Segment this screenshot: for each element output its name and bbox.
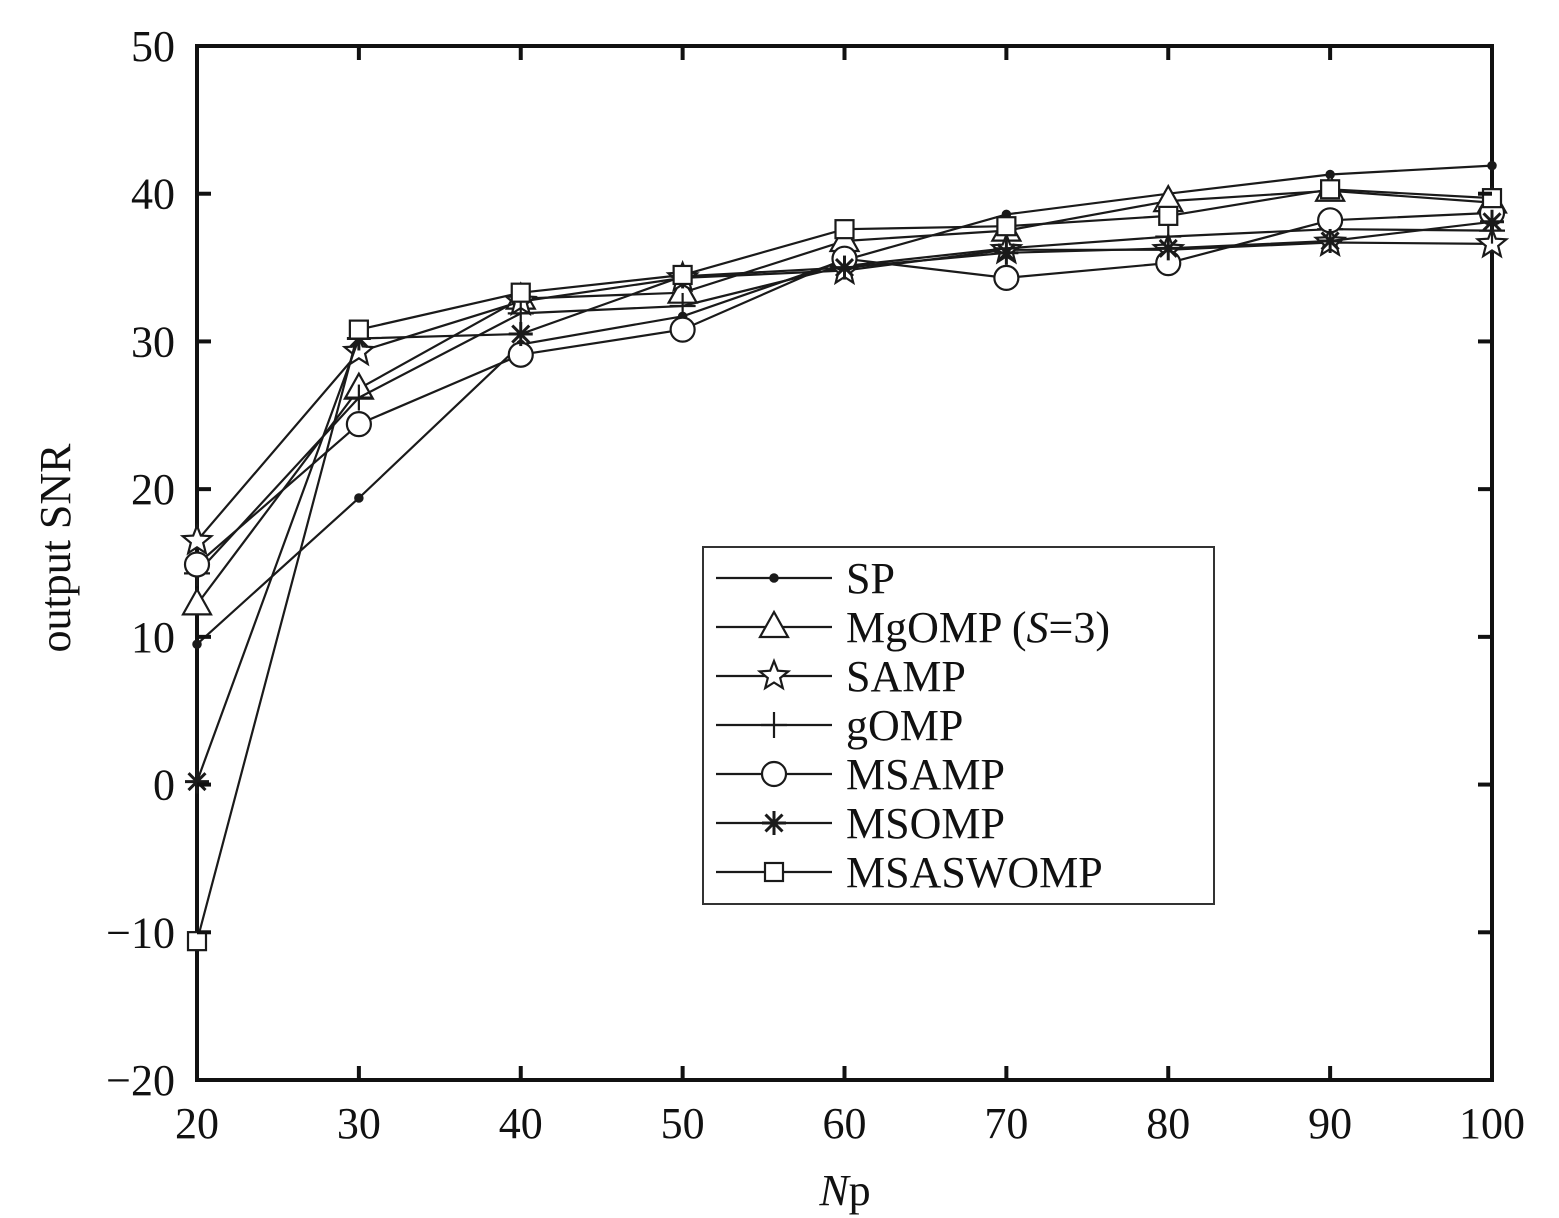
- data-point-gomp: [669, 292, 696, 319]
- x-tick-label: 70: [984, 1099, 1028, 1148]
- legend-entry-msomp: MSOMP: [716, 799, 1005, 848]
- legend-entry-msamp: MSAMP: [716, 750, 1005, 799]
- x-tick-label: 30: [337, 1099, 381, 1148]
- y-axis-label: output SNR: [31, 443, 80, 653]
- data-point-msamp: [507, 341, 534, 368]
- y-tick-label: 50: [131, 22, 175, 71]
- x-tick-label: 100: [1459, 1099, 1525, 1148]
- legend-label: gOMP: [846, 701, 963, 750]
- legend-marker: [760, 760, 788, 788]
- ticks-layer: −20 −10 0 10 20 30 40 50 20 30 40 50 60 70 80 90 100: [106, 22, 1525, 1148]
- data-point-sp: [192, 639, 202, 649]
- data-point-msomp: [1318, 228, 1343, 253]
- legend-label: MSOMP: [846, 799, 1005, 848]
- data-point-msaswomp: [186, 931, 208, 952]
- x-axis-label: Np: [818, 1166, 870, 1215]
- data-point-msaswomp: [1158, 205, 1179, 226]
- x-tick-label: 20: [175, 1099, 219, 1148]
- data-point-samp: [179, 522, 215, 556]
- y-tick-label: 0: [153, 761, 175, 810]
- data-point-msaswomp: [1320, 179, 1341, 200]
- legend-label: MSAMP: [846, 750, 1005, 799]
- legend-label: MgOMP (S=3): [846, 603, 1110, 652]
- data-point-msomp: [508, 322, 533, 347]
- y-tick-label: −10: [106, 908, 175, 957]
- data-point-msomp: [832, 255, 857, 280]
- data-point-msamp: [1317, 207, 1344, 234]
- data-point-msamp: [345, 411, 372, 438]
- data-point-msomp: [1156, 236, 1181, 261]
- data-point-sp: [1487, 160, 1497, 171]
- series-layer: [179, 160, 1510, 952]
- y-tick-label: 10: [131, 613, 175, 662]
- series-line-gomp: [196, 228, 1493, 575]
- series-line-samp: [196, 241, 1493, 542]
- x-tick-label: 60: [823, 1099, 867, 1148]
- data-point-msaswomp: [996, 216, 1017, 237]
- data-point-msamp: [669, 316, 696, 343]
- data-point-gomp: [507, 300, 534, 327]
- legend-entry-mgomp-s-3: MgOMP (S=3): [716, 603, 1110, 652]
- y-tick-label: −20: [106, 1056, 175, 1105]
- x-tick-label: 80: [1146, 1099, 1190, 1148]
- legend-marker: [761, 712, 787, 738]
- x-tick-label: 90: [1308, 1099, 1352, 1148]
- x-tick-label: 50: [661, 1099, 705, 1148]
- legend-label: SAMP: [846, 652, 966, 701]
- data-point-msaswomp: [348, 319, 369, 340]
- data-point-mgomp-s-3: [181, 587, 213, 616]
- data-point-msaswomp: [672, 264, 693, 286]
- data-point-msamp: [183, 551, 211, 578]
- x-axis-label-italic: N: [818, 1166, 851, 1215]
- legend-label: SP: [846, 554, 895, 603]
- y-tick-label: 20: [131, 465, 175, 514]
- legend-marker: [758, 609, 790, 639]
- legend-marker: [769, 573, 779, 583]
- y-tick-label: 40: [131, 170, 175, 219]
- x-tick-label: 40: [499, 1099, 543, 1148]
- legend-marker: [763, 861, 785, 883]
- legend-marker: [762, 811, 786, 835]
- legend-marker: [756, 657, 792, 691]
- legend-entry-gomp: gOMP: [716, 701, 963, 750]
- data-point-msamp: [993, 264, 1020, 292]
- data-point-msaswomp: [510, 282, 531, 303]
- x-axis-label-rest: p: [849, 1166, 871, 1215]
- legend-entry-msaswomp: MSASWOMP: [716, 848, 1103, 897]
- legend-label: MSASWOMP: [846, 848, 1103, 897]
- data-point-msomp: [1480, 209, 1504, 234]
- data-point-msomp: [185, 769, 209, 794]
- data-point-msaswomp: [834, 219, 855, 240]
- y-tick-label: 30: [131, 317, 175, 366]
- legend-entry-samp: SAMP: [716, 652, 966, 701]
- data-point-msomp: [994, 240, 1019, 265]
- data-point-sp: [354, 493, 364, 503]
- legend-entry-sp: SP: [716, 554, 895, 603]
- data-point-gomp: [345, 384, 372, 411]
